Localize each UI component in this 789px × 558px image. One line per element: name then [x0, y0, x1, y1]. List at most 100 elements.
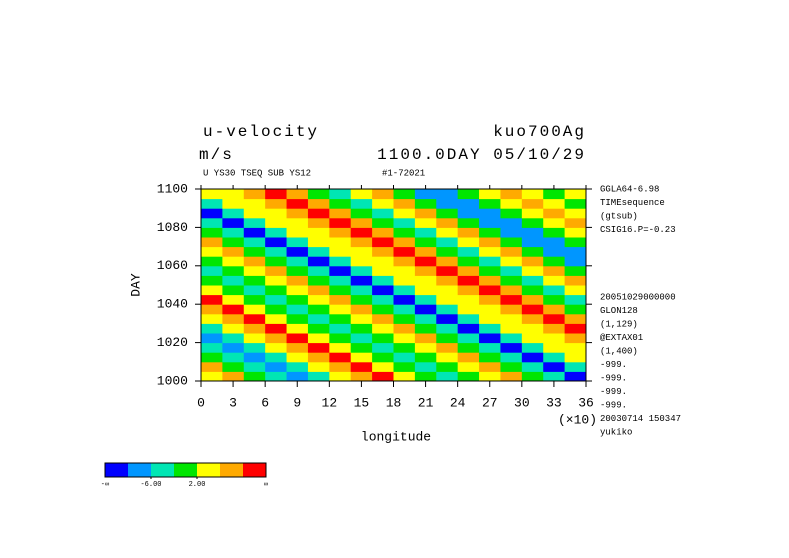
cell	[222, 208, 245, 219]
cell	[393, 371, 416, 382]
cell	[222, 256, 245, 267]
cell	[393, 189, 416, 200]
cell	[521, 246, 544, 257]
cell	[265, 313, 288, 324]
cell	[329, 313, 352, 324]
cell	[243, 217, 266, 228]
cell	[457, 275, 480, 286]
y-tick-label: 1060	[157, 258, 188, 273]
cell	[521, 208, 544, 219]
cell	[414, 265, 437, 276]
cell	[372, 294, 394, 305]
cell	[543, 246, 566, 257]
cell	[543, 285, 566, 296]
cell	[307, 208, 330, 219]
cell	[479, 342, 501, 353]
cell	[201, 323, 223, 334]
cell	[286, 217, 309, 228]
cell	[564, 294, 587, 305]
cell	[393, 265, 416, 276]
cell	[243, 323, 266, 334]
cell	[265, 352, 288, 363]
x-tick-label: 9	[293, 395, 301, 410]
cell	[222, 265, 245, 276]
cell	[243, 246, 266, 257]
cell	[543, 342, 566, 353]
colorbar-end-label: ∞	[264, 481, 268, 489]
cell	[329, 323, 352, 334]
cell	[393, 256, 416, 267]
cell	[265, 371, 288, 382]
cell	[414, 371, 437, 382]
colorbar-end-label: -∞	[101, 481, 109, 489]
x-tick-label: 36	[578, 395, 594, 410]
side-note: -999.	[600, 360, 627, 370]
cell	[372, 352, 394, 363]
x-tick-label: 18	[386, 395, 402, 410]
cell	[265, 265, 288, 276]
cell	[564, 304, 587, 315]
cell	[265, 333, 288, 344]
cell	[372, 246, 394, 257]
cell	[222, 361, 245, 372]
cell	[543, 361, 566, 372]
cell	[286, 275, 309, 286]
cell	[479, 313, 501, 324]
cell	[500, 294, 523, 305]
x-tick-label: 3	[229, 395, 237, 410]
cell	[372, 323, 394, 334]
cell	[307, 227, 330, 238]
cell	[436, 352, 459, 363]
cell	[500, 285, 523, 296]
cell	[329, 246, 352, 257]
cell	[436, 198, 459, 209]
cell	[350, 342, 373, 353]
cell	[243, 265, 266, 276]
cell	[457, 342, 480, 353]
cell	[201, 208, 223, 219]
cell	[286, 227, 309, 238]
cell	[457, 323, 480, 334]
side-note: TIMEsequence	[600, 198, 665, 208]
cell	[414, 217, 437, 228]
cell	[521, 371, 544, 382]
cell	[521, 294, 544, 305]
cell	[479, 333, 501, 344]
cell	[564, 265, 587, 276]
cell	[201, 313, 223, 324]
cell	[265, 275, 288, 286]
side-note: GGLA64-6.98	[600, 184, 659, 194]
cell	[414, 294, 437, 305]
cell	[265, 227, 288, 238]
colorbar-tick-label: 2.00	[189, 481, 206, 489]
cell	[286, 371, 309, 382]
cell	[436, 285, 459, 296]
cell	[329, 333, 352, 344]
cell	[243, 208, 266, 219]
cell	[329, 237, 352, 248]
cell	[201, 237, 223, 248]
cell	[436, 265, 459, 276]
side-note: 20051029000000	[600, 292, 676, 302]
cell	[393, 333, 416, 344]
cell	[500, 256, 523, 267]
cell	[436, 237, 459, 248]
cell	[564, 342, 587, 353]
cell	[564, 285, 587, 296]
cell	[286, 285, 309, 296]
x-scale-label: (×10)	[558, 412, 597, 427]
colorbar-swatch	[197, 463, 220, 477]
cell	[564, 217, 587, 228]
cell	[457, 217, 480, 228]
cell	[222, 333, 245, 344]
cell	[393, 361, 416, 372]
cell	[393, 208, 416, 219]
cell	[436, 275, 459, 286]
cell	[286, 246, 309, 257]
cell	[307, 246, 330, 257]
cell	[286, 256, 309, 267]
side-note: (1,400)	[600, 346, 638, 356]
cell	[521, 237, 544, 248]
cell	[307, 198, 330, 209]
cell	[457, 304, 480, 315]
